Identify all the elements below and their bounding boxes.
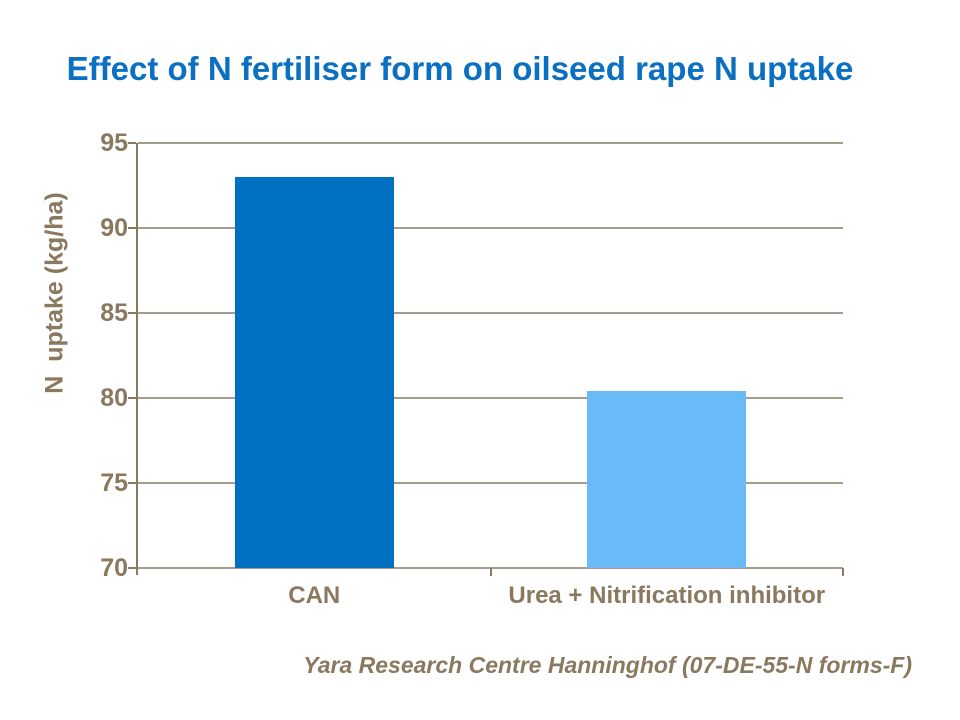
y-tick-label: 75 (100, 469, 128, 497)
gridline (138, 482, 843, 484)
y-tick-mark (128, 397, 136, 399)
gridline (138, 142, 843, 144)
bar (234, 177, 394, 568)
bar (587, 391, 747, 568)
y-tick-mark (128, 567, 136, 569)
y-tick-label: 80 (100, 384, 128, 412)
y-tick-label: 90 (100, 214, 128, 242)
gridline (138, 312, 843, 314)
y-tick-mark (128, 142, 136, 144)
y-tick-mark (128, 482, 136, 484)
gridline (138, 397, 843, 399)
x-tick-mark (842, 568, 844, 576)
x-category-label: Urea + Nitrification inhibitor (508, 582, 826, 609)
y-tick-mark (128, 227, 136, 229)
x-category-label: CAN (288, 582, 341, 609)
x-tick-mark (489, 568, 492, 576)
y-axis-title: N uptake (kg/ha) (40, 192, 69, 394)
category-label-row: CAN Urea + Nitrification inhibitor (138, 582, 843, 610)
y-tick-label: 70 (100, 554, 128, 582)
gridline (138, 227, 843, 229)
plot-area: 70 75 80 85 90 95 CAN Urea + Nitrification inhi… (100, 129, 844, 609)
page-title: Effect of N fertiliser form on oilseed r… (66, 50, 854, 87)
y-tick-label: 95 (100, 129, 128, 157)
y-axis-line (136, 143, 138, 575)
y-tick-label: 85 (100, 299, 128, 327)
y-tick-mark (128, 312, 136, 314)
source-caption: Yara Research Centre Hanninghof (07-DE-5… (303, 652, 912, 678)
